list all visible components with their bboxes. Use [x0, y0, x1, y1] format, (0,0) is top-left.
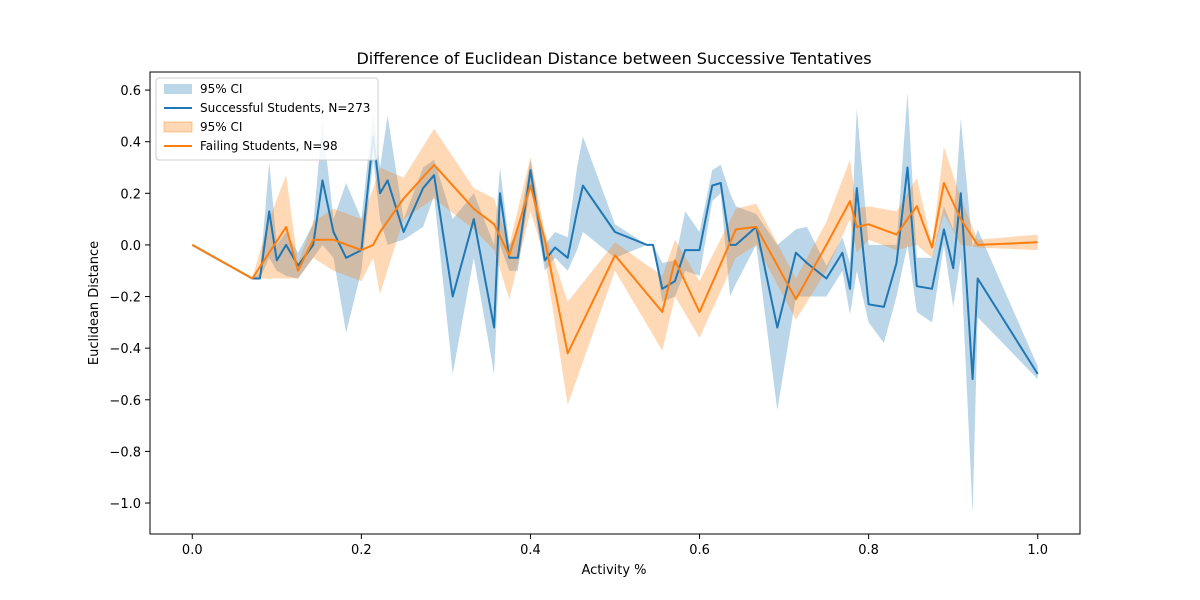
y-tick-label: −0.4: [109, 342, 141, 357]
x-tick-label: 1.0: [1027, 543, 1048, 558]
series-points-failing: [192, 164, 1038, 354]
y-tick-label: −0.8: [109, 445, 141, 460]
y-axis-label: Euclidean Distance: [87, 241, 102, 365]
y-tick-label: −0.2: [109, 291, 141, 306]
x-tick-label: 0.6: [689, 543, 710, 558]
legend-label-ci-failing: 95% CI: [200, 120, 242, 134]
x-tick-label: 0.4: [520, 543, 541, 558]
y-tick-label: −1.0: [109, 497, 141, 512]
x-axis-ticks: 0.0 0.2 0.4 0.6 0.8 1.0: [182, 534, 1048, 558]
x-tick-label: 0.2: [351, 543, 372, 558]
y-tick-label: 0.6: [120, 84, 141, 99]
legend-label-successful: Successful Students, N=273: [200, 101, 370, 115]
y-tick-label: −0.6: [109, 394, 141, 409]
legend-swatch-ci-successful: [164, 84, 192, 94]
x-axis-label: Activity %: [581, 563, 646, 578]
legend-swatch-ci-failing: [163, 121, 193, 133]
y-axis-ticks: 0.6 0.4 0.2 0.0 −0.2 −0.4 −0.6 −0.8 −1.0: [109, 84, 150, 512]
legend-label-failing: Failing Students, N=98: [200, 139, 338, 153]
y-tick-label: 0.0: [120, 239, 141, 254]
x-tick-label: 0.0: [182, 543, 203, 558]
y-tick-label: 0.4: [120, 136, 141, 151]
y-tick-label: 0.2: [120, 187, 141, 202]
legend: 95% CI Successful Students, N=273 95% CI…: [155, 77, 379, 161]
legend-label-ci-successful: 95% CI: [200, 82, 242, 96]
x-tick-label: 0.8: [858, 543, 879, 558]
plot-frame: [149, 71, 1081, 535]
legend-box: [155, 77, 379, 161]
series-line-failing: [191, 163, 1038, 355]
chart-title: Difference of Euclidean Distance between…: [356, 49, 871, 68]
